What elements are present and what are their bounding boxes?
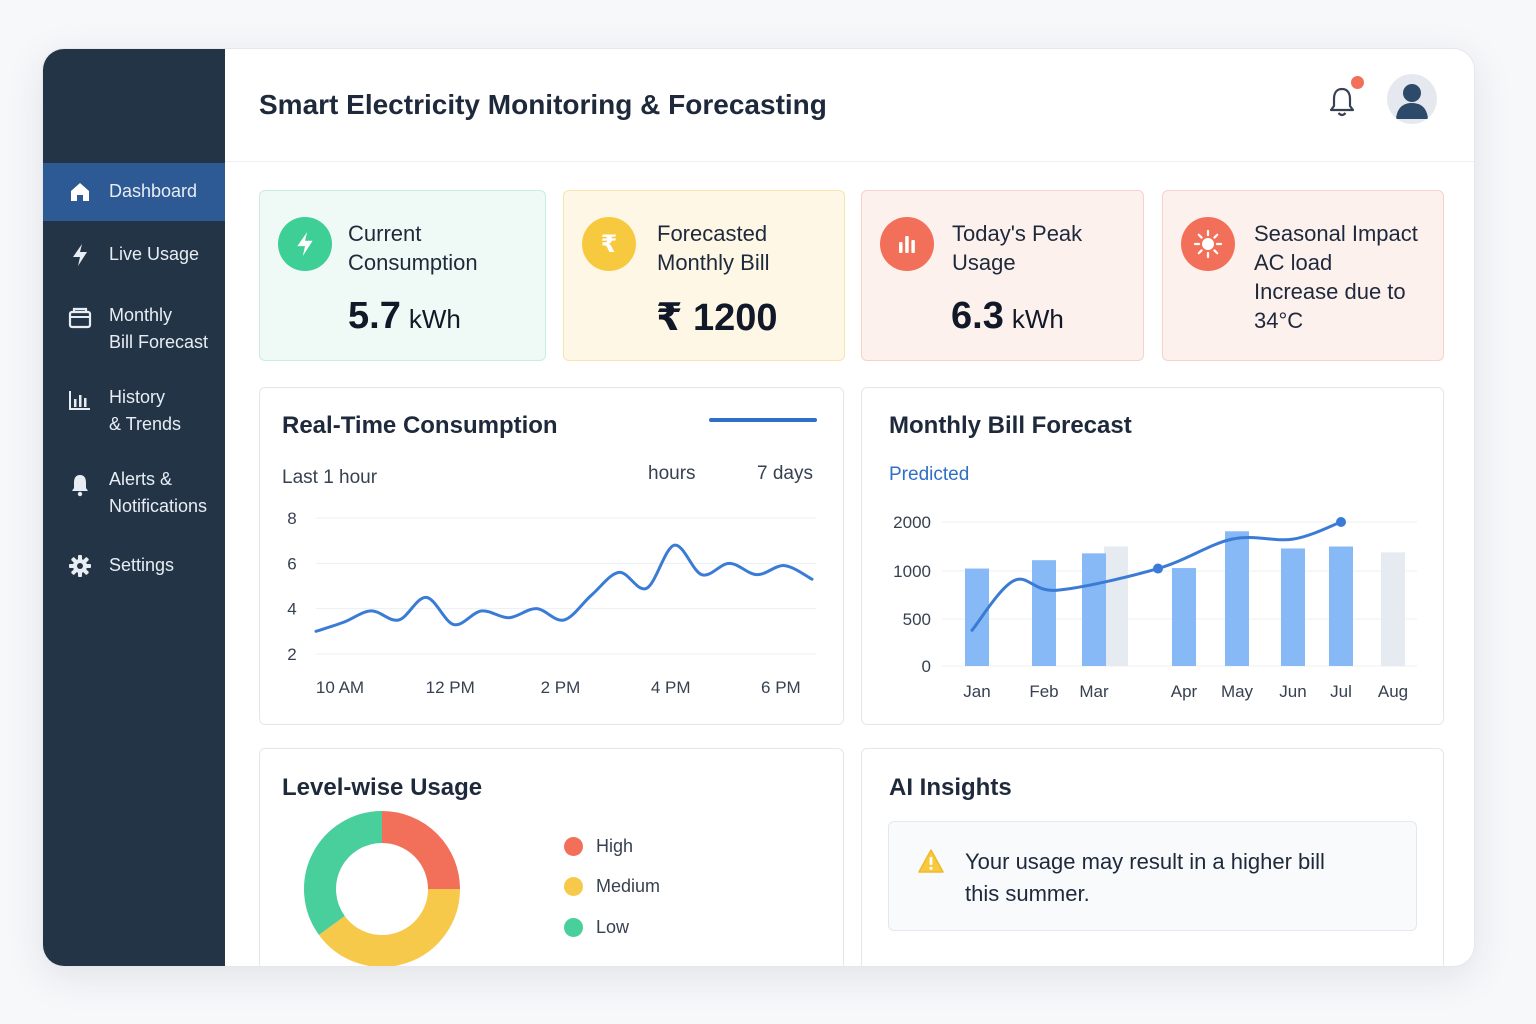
sidebar-item-live-usage[interactable]: Live Usage xyxy=(43,227,225,283)
bill-bar xyxy=(1281,548,1305,666)
x-tick-label: Feb xyxy=(1029,682,1058,701)
range-option-7-days[interactable]: 7 days xyxy=(757,463,813,484)
bill-bar xyxy=(1381,552,1405,666)
legend-item-low: Low xyxy=(564,917,629,938)
sidebar-item-label: Dashboard xyxy=(109,181,198,201)
legend-item-medium: Medium xyxy=(564,876,660,897)
range-option-hours[interactable]: hours xyxy=(648,463,696,484)
y-tick-label: 6 xyxy=(287,554,296,573)
panel-title: Level-wise Usage xyxy=(282,774,483,801)
lightning-icon xyxy=(278,217,332,271)
panel-title: Real-Time Consumption xyxy=(282,412,558,439)
bill-bar xyxy=(965,568,989,666)
gear-icon xyxy=(67,553,93,579)
y-tick-label: 500 xyxy=(903,610,931,629)
y-tick-label: 1000 xyxy=(893,562,931,581)
y-tick-label: 0 xyxy=(922,657,931,676)
user-avatar-icon[interactable] xyxy=(1387,74,1437,124)
seasonal-impact-card: Seasonal Impact AC load Increase due to … xyxy=(1162,190,1444,361)
card-value: ₹ 1200 xyxy=(656,297,778,339)
bill-bar xyxy=(1225,531,1249,666)
current-consumption-card: Current Consumption 5.7 kWh xyxy=(259,190,546,361)
peak-usage-card: Today's Peak Usage 6.3 kWh xyxy=(861,190,1144,361)
sidebar-item-history-trends[interactable]: History & Trends xyxy=(43,377,225,445)
insight-message-box: Your usage may result in a higher bill t… xyxy=(888,821,1417,931)
x-tick-label: 2 PM xyxy=(541,678,581,697)
donut-slice-high xyxy=(381,811,460,890)
donut-slice-medium xyxy=(318,888,460,966)
realtime-line-chart: 2 4 6 8 10 AM 12 PM 2 PM 4 PM 6 PM xyxy=(287,509,816,697)
card-value: 5.7 kWh xyxy=(348,295,461,337)
card-label: Current Consumption xyxy=(348,221,478,275)
sidebar-item-monthly-bill-forecast[interactable]: Monthly Bill Forecast xyxy=(43,295,225,363)
card-label: Forecasted Monthly Bill xyxy=(657,221,770,275)
predicted-data-point xyxy=(1336,517,1346,527)
forecasted-bill-card: ₹ Forecasted Monthly Bill ₹ 1200 xyxy=(563,190,845,361)
x-tick-label: Jun xyxy=(1279,682,1306,701)
ai-insights-panel: AI Insights Your usage may result in a h… xyxy=(861,748,1444,966)
lightning-icon xyxy=(67,242,93,268)
y-tick-label: 4 xyxy=(287,600,296,619)
bell-icon xyxy=(67,472,93,498)
sun-icon xyxy=(1181,217,1235,271)
panel-title: Monthly Bill Forecast xyxy=(889,412,1132,439)
notification-badge xyxy=(1351,76,1364,89)
page-title: Smart Electricity Monitoring & Forecasti… xyxy=(259,89,827,120)
sidebar-item-alerts-notifications[interactable]: Alerts & Notifications xyxy=(43,460,225,528)
panel-title: AI Insights xyxy=(889,774,1012,801)
main-content: Smart Electricity Monitoring & Forecasti… xyxy=(225,49,1474,966)
notification-bell-icon[interactable] xyxy=(1325,85,1359,119)
rupee-icon: ₹ xyxy=(582,217,636,271)
x-tick-label: 10 AM xyxy=(316,678,364,697)
card-label: Today's Peak Usage xyxy=(952,221,1083,275)
y-tick-label: 2 xyxy=(287,645,296,664)
sidebar: Dashboard Live Usage Monthly Bill Foreca… xyxy=(43,49,225,966)
warning-icon xyxy=(917,848,945,879)
x-tick-label: May xyxy=(1221,682,1254,701)
realtime-consumption-panel: Real-Time Consumption Last 1 hour hours … xyxy=(259,387,844,725)
x-tick-label: 6 PM xyxy=(761,678,801,697)
forecast-bar-chart: 0 500 1000 2000 Jan Feb Mar Apr May Jun Jul Aug xyxy=(893,513,1417,701)
legend-item-high: High xyxy=(564,836,633,857)
sidebar-item-label: Settings xyxy=(109,555,175,575)
x-tick-label: Mar xyxy=(1079,682,1109,701)
level-donut-chart xyxy=(304,811,460,966)
legend-predicted: Predicted xyxy=(889,464,970,485)
monthly-bill-forecast-panel: Monthly Bill Forecast Predicted 0 500 1000… xyxy=(861,387,1444,725)
y-tick-label: 8 xyxy=(287,509,296,528)
donut-slice-low xyxy=(304,811,383,935)
range-indicator xyxy=(709,418,817,422)
home-icon xyxy=(67,179,93,205)
x-tick-label: Apr xyxy=(1171,682,1198,701)
x-tick-label: Jan xyxy=(963,682,990,701)
bill-bar xyxy=(1082,553,1106,666)
sidebar-item-label: Monthly Bill Forecast xyxy=(109,305,209,352)
usage-series-line xyxy=(314,543,814,633)
bar-chart-icon xyxy=(67,387,93,413)
sidebar-item-label: Live Usage xyxy=(109,244,200,264)
app-window: Dashboard Live Usage Monthly Bill Foreca… xyxy=(42,48,1475,967)
insight-message: Your usage may result in a higher bill t… xyxy=(965,849,1325,906)
range-subtitle: Last 1 hour xyxy=(282,467,378,488)
bill-icon xyxy=(67,305,93,331)
bill-bar xyxy=(1032,560,1056,666)
level-wise-usage-panel: Level-wise Usage High Medium Low xyxy=(259,748,844,966)
header: Smart Electricity Monitoring & Forecasti… xyxy=(225,49,1474,162)
x-tick-label: 4 PM xyxy=(651,678,691,697)
x-tick-label: Aug xyxy=(1378,682,1408,701)
card-label: Seasonal Impact AC load Increase due to … xyxy=(1254,221,1418,333)
x-tick-label: 12 PM xyxy=(426,678,475,697)
sidebar-item-settings[interactable]: Settings xyxy=(43,539,225,595)
predicted-data-point xyxy=(1153,563,1163,574)
bar-chart-icon xyxy=(880,217,934,271)
x-tick-label: Jul xyxy=(1330,682,1352,701)
bill-bar xyxy=(1329,546,1353,666)
sidebar-item-dashboard[interactable]: Dashboard xyxy=(43,163,225,221)
sidebar-item-label: History & Trends xyxy=(109,387,182,434)
bill-bar xyxy=(1104,546,1128,666)
bill-bar xyxy=(1172,568,1196,666)
card-value: 6.3 kWh xyxy=(951,295,1064,337)
y-tick-label: 2000 xyxy=(893,513,931,532)
sidebar-item-label: Alerts & Notifications xyxy=(109,469,208,516)
